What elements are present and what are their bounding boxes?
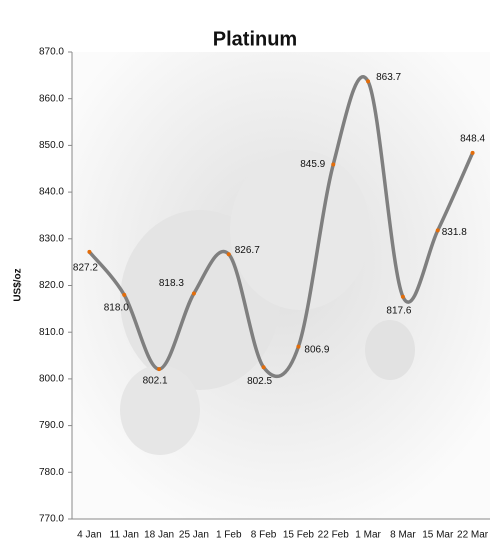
x-tick-label: 22 Feb: [318, 530, 350, 541]
data-label: 863.7: [376, 72, 401, 83]
y-tick-label: 820.0: [39, 280, 64, 291]
y-tick-label: 780.0: [39, 467, 64, 478]
y-tick-label: 850.0: [39, 140, 64, 151]
decor-rock: [365, 320, 415, 380]
decor-rock: [120, 365, 200, 455]
point-marker: [435, 228, 440, 233]
point-marker: [157, 367, 162, 372]
y-axis-label: US$/oz: [13, 268, 24, 301]
data-label: 827.2: [73, 263, 98, 274]
x-tick-label: 15 Feb: [283, 530, 315, 541]
y-tick-label: 840.0: [39, 187, 64, 198]
y-tick-label: 770.0: [39, 514, 64, 525]
x-tick-label: 11 Jan: [110, 530, 139, 541]
y-tick-label: 860.0: [39, 93, 64, 104]
point-marker: [261, 365, 266, 370]
x-tick-label: 25 Jan: [179, 530, 209, 541]
chart-title: Platinum: [213, 28, 297, 50]
x-tick-label: 1 Feb: [216, 530, 242, 541]
x-tick-label: 1 Mar: [355, 530, 381, 541]
y-tick-label: 790.0: [39, 420, 64, 431]
point-marker: [331, 162, 336, 167]
data-label: 806.9: [304, 344, 329, 355]
x-tick-label: 8 Mar: [390, 530, 416, 541]
data-label: 818.3: [159, 278, 184, 289]
data-label: 845.9: [300, 159, 325, 170]
data-label: 802.5: [247, 376, 272, 387]
data-label: 826.7: [235, 245, 260, 256]
x-tick-label: 15 Mar: [422, 530, 454, 541]
decor-rock: [230, 150, 370, 310]
point-marker: [296, 344, 301, 349]
data-label: 831.8: [442, 227, 467, 238]
series-line: [88, 75, 475, 379]
y-tick-label: 870.0: [39, 47, 64, 58]
point-marker: [191, 291, 196, 296]
x-tick-label: 4 Jan: [77, 530, 101, 541]
x-tick-label: 22 Mar: [457, 530, 489, 541]
point-marker: [366, 79, 371, 84]
point-marker: [87, 249, 92, 254]
y-tick-label: 830.0: [39, 233, 64, 244]
point-marker: [400, 294, 405, 299]
data-label: 818.0: [104, 302, 129, 313]
point-marker: [470, 150, 475, 155]
point-marker: [226, 252, 231, 257]
data-label: 802.1: [143, 376, 168, 387]
data-label: 848.4: [460, 134, 485, 145]
y-tick-label: 810.0: [39, 327, 64, 338]
data-label: 817.6: [386, 305, 411, 316]
x-tick-label: 18 Jan: [144, 530, 174, 541]
y-tick-label: 800.0: [39, 374, 64, 385]
point-marker: [122, 292, 127, 297]
x-tick-label: 8 Feb: [251, 530, 277, 541]
